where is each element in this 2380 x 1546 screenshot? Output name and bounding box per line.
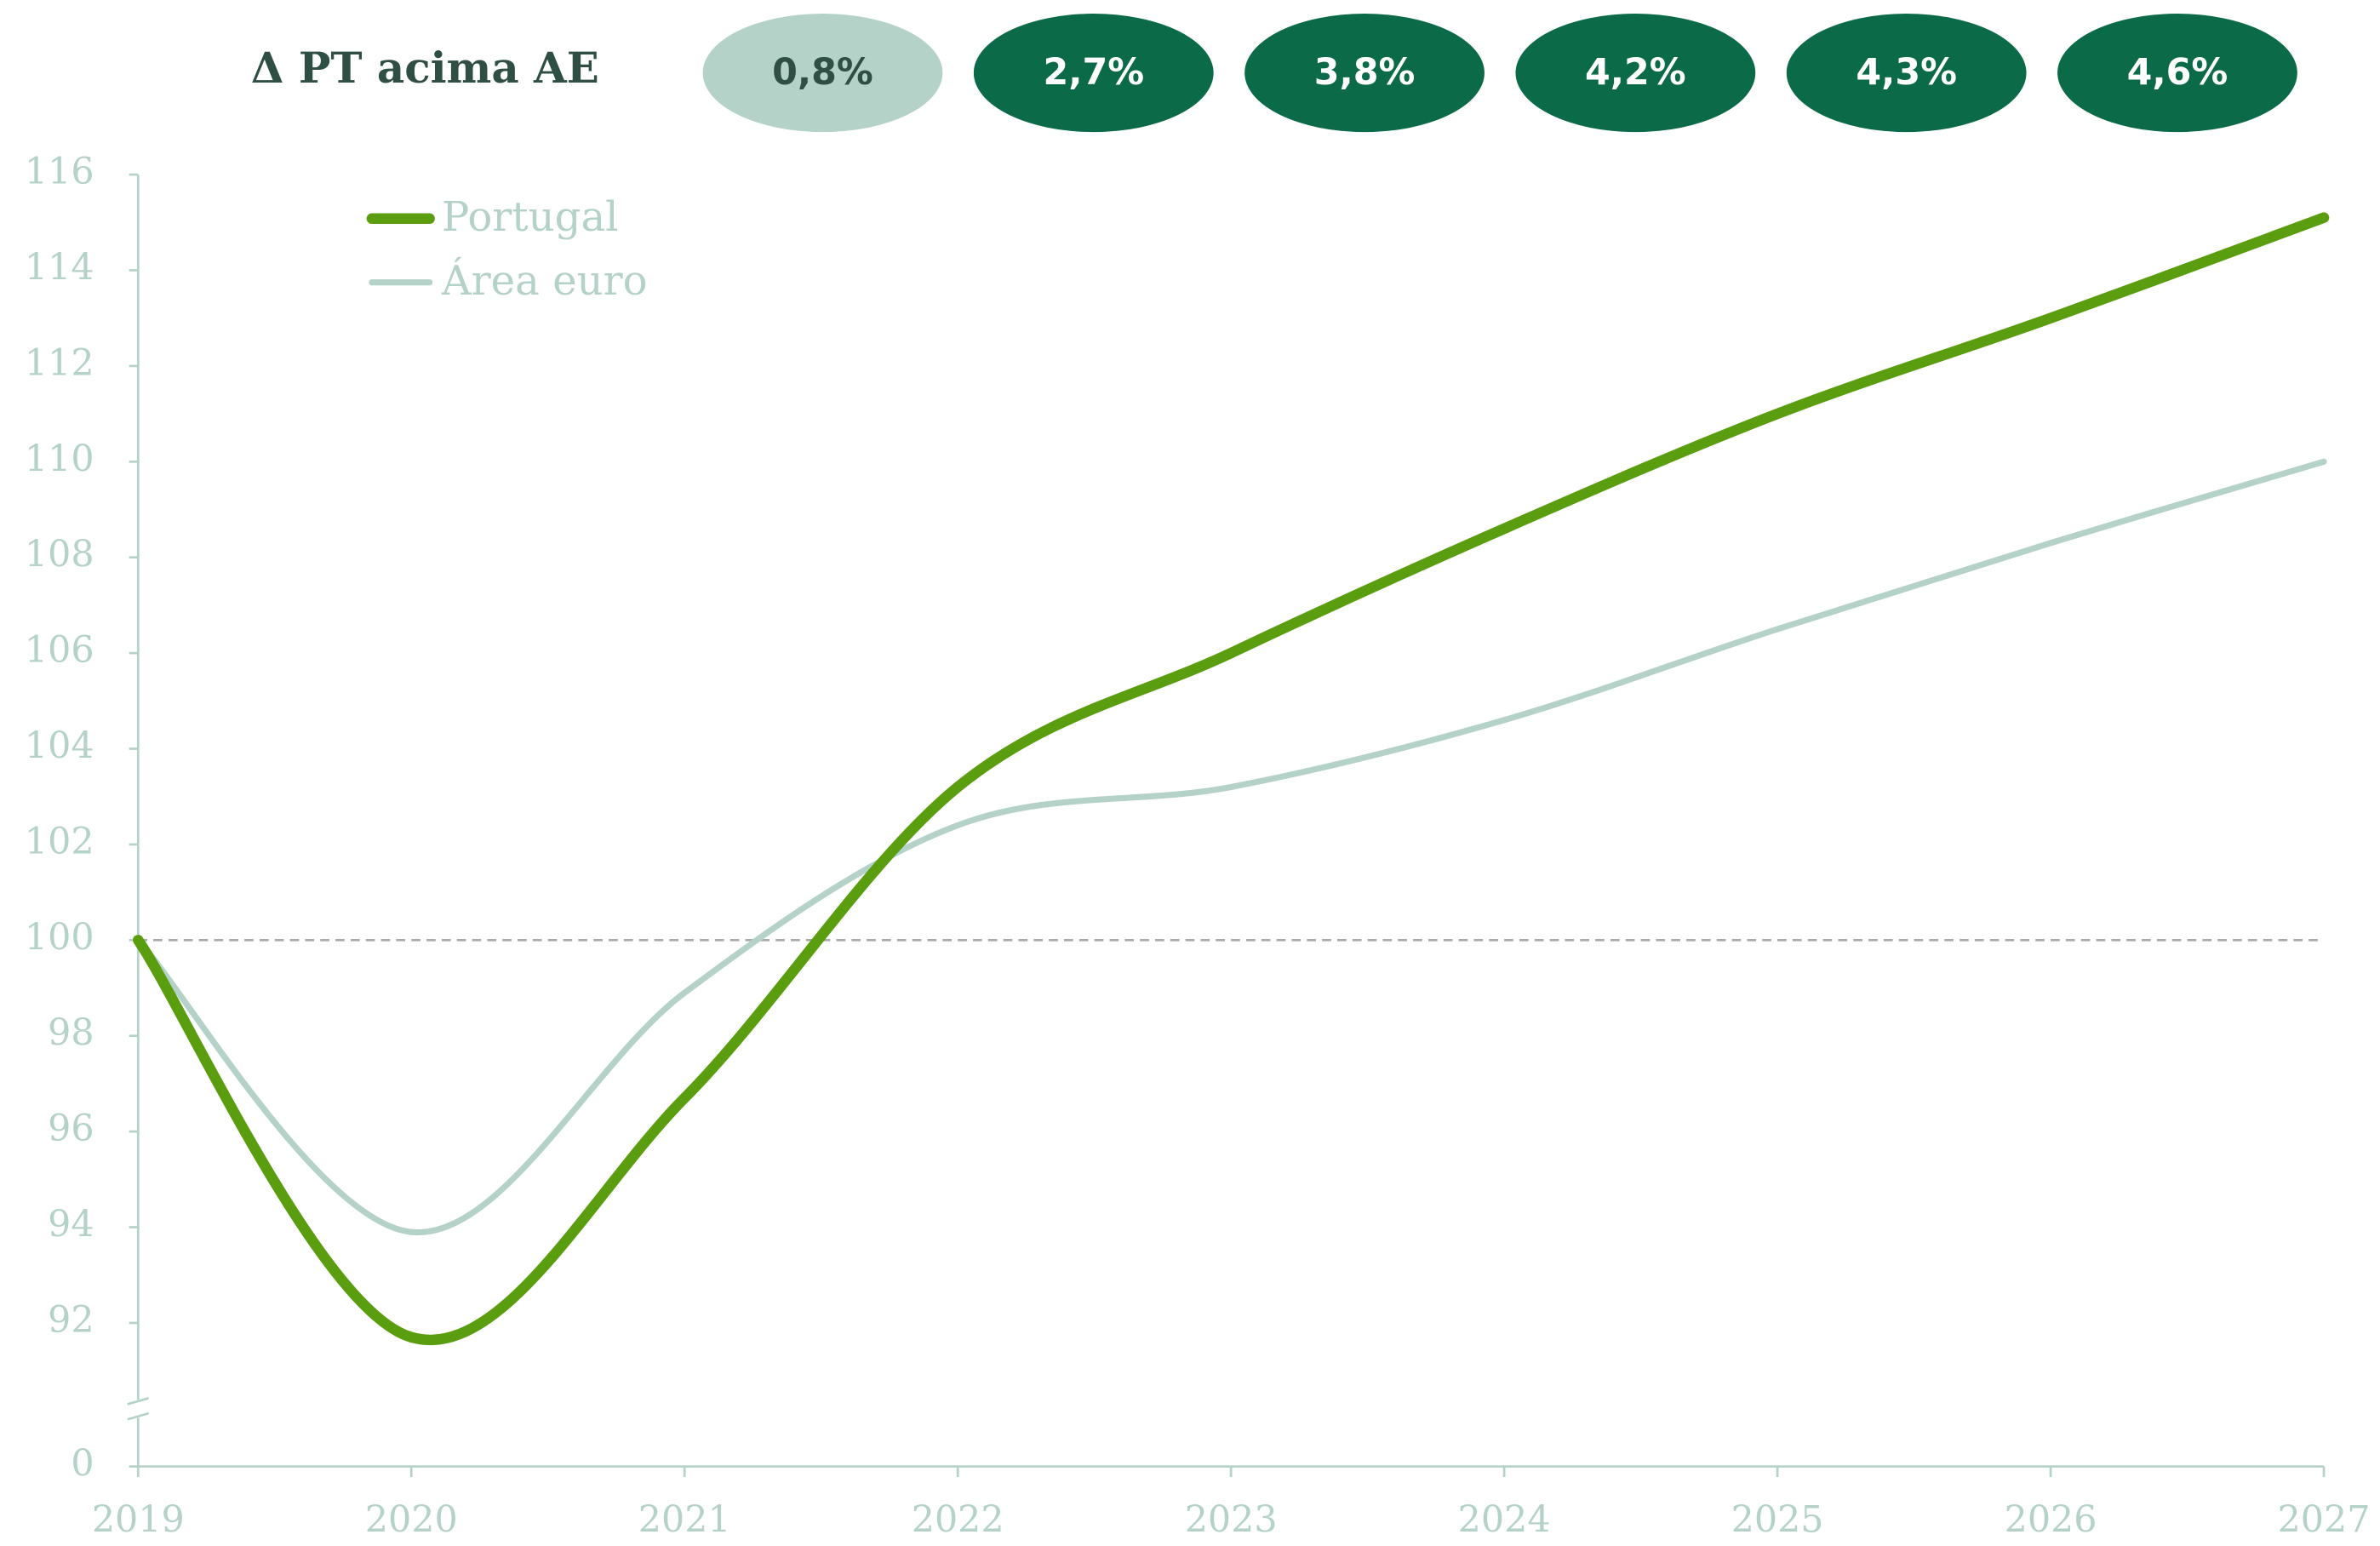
y-tick-label: 110 (25, 438, 94, 480)
y-tick-label: 94 (48, 1204, 94, 1246)
x-tick-label: 2020 (365, 1499, 458, 1542)
header-pill (2057, 14, 2297, 133)
y-tick-label: 100 (25, 916, 94, 959)
y-tick-label: 98 (48, 1012, 94, 1055)
header-pill-label: 4,6% (2127, 51, 2228, 94)
header-pill-label: 0,8% (772, 51, 873, 94)
axis-break (127, 1411, 150, 1421)
x-tick-label: 2027 (2278, 1499, 2371, 1542)
y-tick-label: 108 (25, 534, 94, 576)
y-tick-label: 116 (25, 151, 94, 193)
legend-label: Área euro (441, 256, 648, 305)
series-line (133, 212, 2330, 1345)
header-pill-label: 4,2% (1585, 51, 1686, 94)
y-tick-label: 114 (25, 246, 94, 289)
y-tick-label: 106 (25, 629, 94, 672)
legend-label: Portugal (442, 193, 619, 241)
y-tick-label: 104 (25, 725, 94, 768)
x-tick-label: 2026 (2005, 1499, 2097, 1542)
header-pill (973, 14, 1214, 133)
series-line (134, 458, 2327, 1235)
x-tick-label: 2024 (1458, 1499, 1551, 1542)
y-tick-label: 102 (25, 821, 94, 863)
header-pill (1786, 14, 2027, 133)
header-pill (702, 14, 943, 133)
axis-break (127, 1397, 150, 1406)
header-pill-label: 3,8% (1314, 51, 1416, 94)
x-tick-label: 2019 (92, 1499, 185, 1542)
x-tick-label: 2022 (912, 1499, 1004, 1542)
x-tick-label: 2023 (1185, 1499, 1278, 1542)
y-tick-label: 92 (48, 1299, 94, 1342)
header-pill (1515, 14, 1756, 133)
header-title: Δ PT acima AE (251, 43, 599, 93)
header-pill-label: 4,3% (1856, 51, 1957, 94)
x-tick-label: 2021 (638, 1499, 731, 1542)
header-pill (1244, 14, 1485, 133)
x-tick-label: 2025 (1731, 1499, 1824, 1542)
header-pill-label: 2,7% (1043, 51, 1144, 94)
y-tick-label: 112 (25, 342, 94, 385)
axis-break-gap (126, 1400, 151, 1418)
y-tick-label: 96 (48, 1108, 94, 1150)
y-tick-label: 0 (71, 1443, 94, 1486)
